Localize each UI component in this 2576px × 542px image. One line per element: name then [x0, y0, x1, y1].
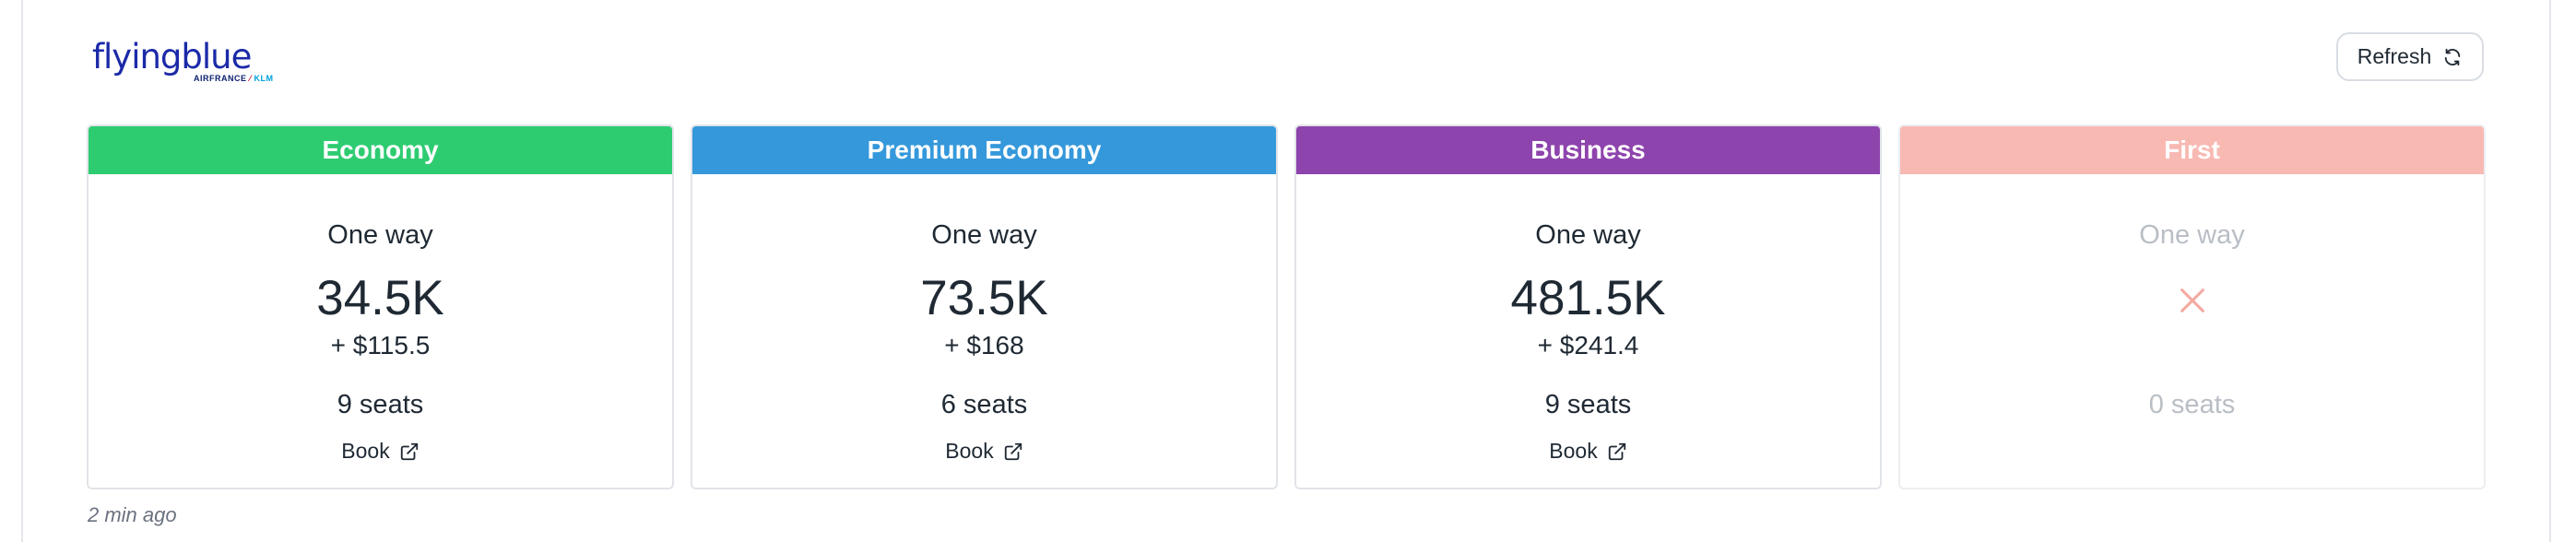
cabin-header-first: First: [1900, 126, 2484, 174]
taxes-price: + $241.4: [1537, 331, 1639, 359]
cabin-card-first: First One way 0 seats: [1898, 124, 2486, 489]
last-updated: 2 min ago: [88, 503, 177, 526]
logo-wordmark: flyingblue: [92, 37, 252, 77]
seat-count: 9 seats: [337, 390, 424, 419]
external-link-icon: [400, 442, 418, 460]
trip-type: One way: [2139, 220, 2245, 250]
book-label: Book: [1549, 439, 1598, 463]
cabin-header-business: Business: [1296, 126, 1880, 174]
external-link-icon: [1004, 442, 1022, 460]
taxes-price: + $168: [944, 331, 1024, 359]
miles-price: 73.5K: [920, 271, 1048, 325]
klm-text: KLM: [254, 74, 274, 83]
cabin-header-premium-economy: Premium Economy: [692, 126, 1276, 174]
refresh-label: Refresh: [2357, 44, 2432, 68]
cabin-card-economy: Economy One way 34.5K + $115.5 9 seats B…: [87, 124, 674, 489]
cabin-card-premium-economy: Premium Economy One way 73.5K + $168 6 s…: [691, 124, 1278, 489]
trip-type: One way: [931, 220, 1037, 250]
book-link[interactable]: Book: [1296, 439, 1880, 464]
refresh-icon: [2442, 47, 2463, 67]
seat-count: 9 seats: [1544, 390, 1632, 419]
unavailable-indicator: [1900, 285, 2484, 316]
trip-type: One way: [327, 220, 433, 250]
seat-count: 6 seats: [940, 390, 1028, 419]
external-link-icon: [1608, 442, 1625, 460]
book-label: Book: [945, 439, 994, 463]
cabin-body: One way 0 seats: [1900, 174, 2484, 488]
refresh-button[interactable]: Refresh: [2336, 32, 2484, 81]
book-link[interactable]: Book: [692, 439, 1276, 464]
logo-partners: AIRFRANCE ⁄ KLM: [194, 74, 274, 83]
cabin-body: One way 481.5K + $241.4 9 seats Book: [1296, 174, 1880, 488]
taxes-price: + $115.5: [330, 331, 431, 359]
cabin-body: One way 73.5K + $168 6 seats Book: [692, 174, 1276, 488]
book-link[interactable]: Book: [89, 439, 672, 464]
x-icon: [2180, 289, 2204, 312]
miles-price: 481.5K: [1510, 271, 1666, 325]
book-label: Book: [341, 439, 390, 463]
seat-count: 0 seats: [2148, 390, 2236, 419]
miles-price: 34.5K: [316, 271, 444, 325]
cabin-header-economy: Economy: [89, 126, 672, 174]
air-france-text: AIRFRANCE: [194, 74, 247, 83]
cabin-card-business: Business One way 481.5K + $241.4 9 seats…: [1294, 124, 1882, 489]
flyingblue-logo: flyingblue AIRFRANCE ⁄ KLM: [92, 37, 295, 85]
trip-type: One way: [1535, 220, 1641, 250]
cabin-body: One way 34.5K + $115.5 9 seats Book: [89, 174, 672, 488]
